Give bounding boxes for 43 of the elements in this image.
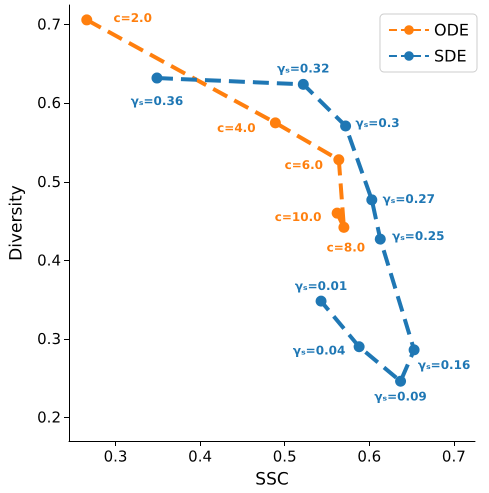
- annotation: γₛ=0.25: [392, 229, 444, 244]
- point: [338, 222, 350, 233]
- legend-label: SDE: [434, 46, 467, 66]
- point: [408, 344, 420, 356]
- annotation: γₛ=0.36: [130, 94, 184, 108]
- annotation: γₛ=0.3: [356, 116, 400, 130]
- y-tick-label: 0.6: [37, 94, 61, 112]
- annotation: γₛ=0.01: [294, 279, 348, 294]
- annotation: c=2.0: [114, 10, 152, 25]
- x-tick-label: 0.6: [357, 448, 382, 466]
- point: [81, 14, 92, 26]
- point: [316, 296, 327, 307]
- annotation: γₛ=0.16: [418, 358, 470, 372]
- y-tick-label: 0.4: [37, 251, 61, 270]
- y-tick-label: 0.5: [37, 172, 61, 191]
- point: [354, 341, 365, 352]
- y-tick-label: 0.7: [37, 16, 61, 34]
- y-tick-label: 0.3: [37, 330, 61, 348]
- y-tick-label: 0.2: [37, 408, 61, 426]
- annotation: γₛ=0.09: [374, 389, 427, 404]
- annotation: γₛ=0.04: [292, 344, 346, 358]
- x-tick-label: 0.5: [272, 448, 297, 466]
- point: [298, 78, 309, 90]
- annotation: c=8.0: [326, 240, 366, 254]
- annotation: c=6.0: [284, 158, 324, 172]
- annotation: c=4.0: [217, 120, 256, 135]
- point: [270, 117, 281, 128]
- x-tick-label: 0.7: [442, 448, 466, 466]
- point: [340, 120, 352, 132]
- annotation: γₛ=0.27: [382, 192, 436, 206]
- x-axis-title: SSC: [255, 470, 289, 490]
- point: [332, 208, 343, 219]
- point: [151, 72, 162, 84]
- x-tick-label: 0.3: [104, 448, 128, 466]
- point: [374, 234, 386, 245]
- point: [333, 154, 344, 166]
- legend-label: ODE: [434, 20, 470, 40]
- y-axis-title: Diversity: [6, 185, 26, 261]
- annotation: γₛ=0.32: [277, 61, 330, 76]
- x-tick-label: 0.4: [188, 448, 212, 466]
- point: [395, 376, 406, 387]
- point: [366, 194, 378, 206]
- annotation: c=10.0: [274, 210, 322, 224]
